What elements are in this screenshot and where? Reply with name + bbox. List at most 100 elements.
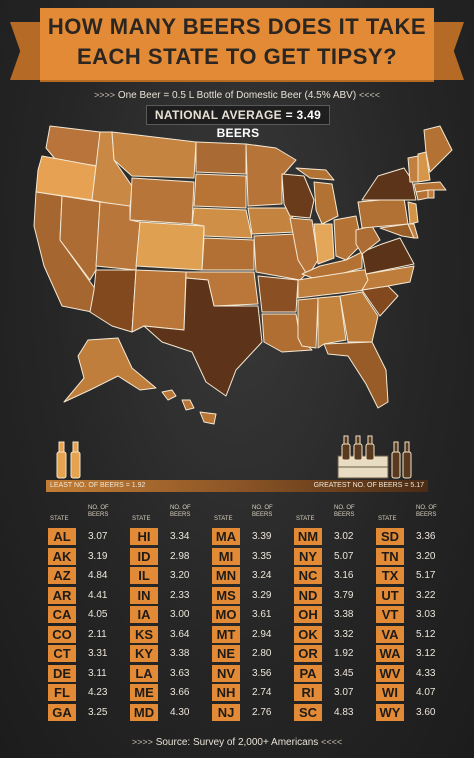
state-abbr: MS: [212, 586, 240, 604]
state-abbr: CA: [48, 606, 76, 623]
state-abbr: GA: [48, 703, 76, 721]
table-row: MI 3.35: [212, 547, 290, 567]
state-az: [89, 269, 137, 333]
beer-count: 3.56: [252, 667, 272, 679]
header-beers: NO. OF BEERS: [252, 505, 273, 518]
table-row: OR 1.92: [294, 644, 372, 664]
state-abbr: TN: [376, 547, 404, 565]
banner-ribbon-left: [10, 22, 44, 80]
chevrons-left-icon: >>>>: [131, 737, 153, 747]
state-abbr: AL: [48, 528, 76, 545]
beer-count: 3.32: [334, 628, 354, 640]
beer-count: 4.83: [334, 706, 354, 718]
beer-count: 4.30: [170, 706, 190, 718]
header-beers: NO. OF BEERS: [334, 505, 355, 518]
beer-count: 2.33: [170, 589, 190, 601]
state-va: [361, 237, 415, 275]
state-abbr: UT: [376, 586, 404, 604]
table-row: MN 3.24: [212, 566, 290, 586]
table-row: OK 3.32: [294, 625, 372, 645]
state-hi: [161, 389, 217, 425]
state-co: [135, 221, 205, 271]
bottles-left-icon: [56, 441, 81, 479]
state-abbr: IN: [130, 586, 158, 604]
table-row: ME 3.66: [130, 683, 208, 703]
state-abbr: NC: [294, 567, 322, 584]
table-row: FL 4.23: [48, 683, 126, 703]
national-average-label: NATIONAL AVERAGE: [154, 108, 282, 122]
beer-count: 3.38: [334, 609, 354, 620]
beer-count: 5.12: [416, 628, 436, 640]
state-al: [317, 295, 347, 349]
state-abbr: ND: [294, 586, 322, 604]
beer-count: 3.60: [416, 706, 436, 718]
beer-count: 2.94: [252, 628, 272, 640]
state-nd: [195, 141, 247, 175]
legend: LEAST NO. OF BEERS = 1.92 GREATEST NO. O…: [0, 430, 474, 500]
state-ma: [413, 181, 447, 193]
beer-count: 3.36: [416, 531, 436, 542]
subtitle: >>>> One Beer = 0.5 L Bottle of Domestic…: [0, 90, 474, 101]
state-abbr: OR: [294, 645, 322, 662]
table-row: CA 4.05: [48, 605, 126, 625]
chevrons-left-icon: >>>>: [94, 90, 116, 100]
state-abbr: AR: [48, 586, 76, 604]
table-row: WV 4.33: [376, 664, 454, 684]
table-row: IN 2.33: [130, 586, 208, 606]
table-row: WI 4.07: [376, 683, 454, 703]
column-header: STATE NO. OF BEERS: [376, 505, 454, 527]
state-ri: [427, 189, 435, 199]
state-fl: [323, 341, 389, 409]
beer-table: STATE NO. OF BEERS AL 3.07 AK 3.19 AZ 4.84 AR 4.4…: [48, 505, 440, 730]
beer-count: 3.45: [334, 667, 354, 679]
table-row: ID 2.98: [130, 547, 208, 567]
state-abbr: KS: [130, 625, 158, 643]
header-beers: NO. OF BEERS: [416, 505, 437, 518]
table-row: KY 3.38: [130, 644, 208, 664]
state-nm: [131, 269, 187, 333]
beer-count: 4.23: [88, 687, 108, 698]
table-row: MD 4.30: [130, 703, 208, 723]
legend-greatest-label: GREATEST NO. OF BEERS = 5.17: [313, 482, 424, 489]
table-column: STATE NO. OF BEERS NM 3.02 NY 5.07 NC 3.16 ND 3.7…: [294, 505, 372, 722]
state-abbr: NV: [212, 664, 240, 682]
state-nj: [407, 201, 419, 225]
table-row: TN 3.20: [376, 547, 454, 567]
state-mt: [111, 131, 197, 179]
state-abbr: WI: [376, 684, 404, 701]
table-row: IA 3.00: [130, 605, 208, 625]
state-abbr: ME: [130, 684, 158, 701]
beer-count: 5.17: [416, 570, 436, 581]
beer-count: 3.11: [88, 667, 107, 679]
state-abbr: MD: [130, 703, 158, 721]
table-row: OH 3.38: [294, 605, 372, 625]
state-abbr: NH: [212, 684, 240, 701]
header-state: STATE: [214, 516, 233, 522]
national-average-value: = 3.49 BEERS: [216, 108, 322, 140]
table-column: STATE NO. OF BEERS HI 3.34 ID 2.98 IL 3.20 IN 2.3…: [130, 505, 208, 722]
state-abbr: MN: [212, 567, 240, 584]
state-wy: [129, 177, 195, 225]
beer-count: 3.63: [170, 667, 190, 679]
table-row: AL 3.07: [48, 527, 126, 547]
table-column: STATE NO. OF BEERS MA 3.39 MI 3.35 MN 3.24 MS 3.2…: [212, 505, 290, 722]
beer-count: 3.38: [170, 648, 190, 659]
table-row: VA 5.12: [376, 625, 454, 645]
beer-count: 3.24: [252, 570, 272, 581]
beer-count: 3.20: [170, 570, 190, 581]
beer-count: 2.11: [88, 628, 107, 640]
state-ks: [201, 237, 255, 271]
us-map: [33, 125, 453, 425]
beer-count: 4.33: [416, 667, 436, 679]
beer-count: 3.29: [252, 589, 272, 601]
national-average-box: NATIONAL AVERAGE = 3.49 BEERS: [146, 105, 330, 140]
beer-count: 3.20: [416, 550, 436, 562]
legend-gradient-bar: [46, 480, 428, 492]
state-ne: [191, 207, 253, 239]
state-abbr: VA: [376, 625, 404, 643]
chevrons-right-icon: <<<<: [321, 737, 343, 747]
beer-count: 3.16: [334, 570, 354, 581]
beer-crate-icon: [337, 435, 412, 479]
beer-count: 3.39: [252, 531, 272, 542]
state-abbr: MA: [212, 528, 240, 545]
